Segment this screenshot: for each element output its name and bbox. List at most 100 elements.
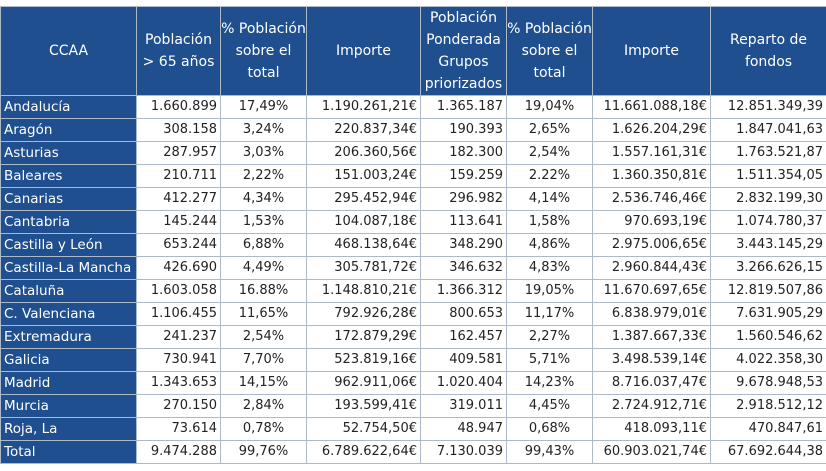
table-cell: 468.138,64€	[306, 233, 421, 257]
table-row: Baleares 210.711 2,22% 151.003,24€ 159.259 2.…	[0, 164, 826, 188]
table-row: Cantabria 145.244 1,53% 104.087,18€ 113.641 1…	[0, 210, 826, 234]
table-cell: 12.819.507,86	[710, 279, 826, 303]
table-cell: 2,54%	[220, 325, 307, 349]
table-cell: 2.975.006,65€	[592, 233, 711, 257]
table-cell: 970.693,19€	[592, 210, 711, 234]
table-cell: 14,23%	[506, 371, 593, 395]
table-cell: 2.536.746,46€	[592, 187, 711, 211]
table-cell: 11.661.088,18€	[592, 95, 711, 119]
total-row: Total 9.474.288 99,76% 6.789.622,64€ 7.130.0…	[0, 440, 826, 464]
table-cell: 4.022.358,30	[710, 348, 826, 372]
table-cell: 270.150	[136, 394, 221, 418]
table-cell: 48.947	[420, 417, 507, 441]
table-cell: 4,83%	[506, 256, 593, 280]
table-cell: 6,88%	[220, 233, 307, 257]
table-cell: 1.387.667,33€	[592, 325, 711, 349]
table-cell: 800.653	[420, 302, 507, 326]
table-cell: 1.360.350,81€	[592, 164, 711, 188]
table-cell: 412.277	[136, 187, 221, 211]
region-name: Roja, La	[0, 417, 137, 441]
table-cell: 3,03%	[220, 141, 307, 165]
table-cell: 104.087,18€	[306, 210, 421, 234]
region-name: Cantabria	[0, 210, 137, 234]
table-cell: 7.631.905,29	[710, 302, 826, 326]
region-name: Murcia	[0, 394, 137, 418]
table-cell: 305.781,72€	[306, 256, 421, 280]
table-cell: 1.190.261,21€	[306, 95, 421, 119]
table-cell: 60.903.021,74€	[592, 440, 711, 464]
table-cell: 1,53%	[220, 210, 307, 234]
table-cell: 1.603.058	[136, 279, 221, 303]
table-cell: 11,17%	[506, 302, 593, 326]
table-cell: 151.003,24€	[306, 164, 421, 188]
table-cell: 2,27%	[506, 325, 593, 349]
table-cell: 206.360,56€	[306, 141, 421, 165]
table-cell: 1.557.161,31€	[592, 141, 711, 165]
region-name: Total	[0, 440, 137, 464]
table-cell: 319.011	[420, 394, 507, 418]
table-cell: 1.511.354,05	[710, 164, 826, 188]
table-row: Madrid 1.343.653 14,15% 962.911,06€ 1.020.40…	[0, 371, 826, 395]
header-cell: Importe	[306, 6, 421, 96]
table-cell: 7.130.039	[420, 440, 507, 464]
header-cell: % Población sobre el total	[220, 6, 307, 96]
header-cell: % Población sobre el total	[506, 6, 593, 96]
table-row: Galicia 730.941 7,70% 523.819,16€ 409.581 5,7…	[0, 348, 826, 372]
table-cell: 653.244	[136, 233, 221, 257]
region-name: Cataluña	[0, 279, 137, 303]
table-cell: 190.393	[420, 118, 507, 142]
region-name: Aragón	[0, 118, 137, 142]
table-cell: 67.692.644,38	[710, 440, 826, 464]
table-cell: 295.452,94€	[306, 187, 421, 211]
table-cell: 6.789.622,64€	[306, 440, 421, 464]
table-cell: 1.106.455	[136, 302, 221, 326]
table-cell: 12.851.349,39	[710, 95, 826, 119]
region-name: Extremadura	[0, 325, 137, 349]
table-cell: 182.300	[420, 141, 507, 165]
table-cell: 308.158	[136, 118, 221, 142]
table-cell: 5,71%	[506, 348, 593, 372]
table-cell: 346.632	[420, 256, 507, 280]
table-cell: 3,24%	[220, 118, 307, 142]
table-cell: 17,49%	[220, 95, 307, 119]
table-cell: 2,54%	[506, 141, 593, 165]
table-row: Castilla y León 653.244 6,88% 468.138,64€ 34…	[0, 233, 826, 257]
table-cell: 145.244	[136, 210, 221, 234]
table-cell: 0,78%	[220, 417, 307, 441]
table-cell: 792.926,28€	[306, 302, 421, 326]
table-cell: 8.716.037,47€	[592, 371, 711, 395]
table-row: C. Valenciana 1.106.455 11,65% 792.926,28€ 8…	[0, 302, 826, 326]
table-cell: 210.711	[136, 164, 221, 188]
region-name: Andalucía	[0, 95, 137, 119]
table-cell: 470.847,61	[710, 417, 826, 441]
table-cell: 2,65%	[506, 118, 593, 142]
table-cell: 0,68%	[506, 417, 593, 441]
table-cell: 287.957	[136, 141, 221, 165]
table-cell: 162.457	[420, 325, 507, 349]
table-cell: 14,15%	[220, 371, 307, 395]
table-row: Extremadura 241.237 2,54% 172.879,29€ 162.45…	[0, 325, 826, 349]
table-cell: 2,84%	[220, 394, 307, 418]
table-row: Andalucía 1.660.899 17,49% 1.190.261,21€ 1.3…	[0, 95, 826, 119]
table-row: Roja, La 73.614 0,78% 52.754,50€ 48.947 0,68%…	[0, 417, 826, 441]
header-cell: Importe	[592, 6, 711, 96]
table-cell: 296.982	[420, 187, 507, 211]
table-cell: 3.443.145,29	[710, 233, 826, 257]
table-cell: 2.832.199,30	[710, 187, 826, 211]
table-cell: 1.626.204,29€	[592, 118, 711, 142]
table-cell: 1.366.312	[420, 279, 507, 303]
table-cell: 1.020.404	[420, 371, 507, 395]
table-cell: 193.599,41€	[306, 394, 421, 418]
region-name: Madrid	[0, 371, 137, 395]
table-cell: 16.88%	[220, 279, 307, 303]
table-cell: 1.847.041,63	[710, 118, 826, 142]
table-cell: 523.819,16€	[306, 348, 421, 372]
table-row: Murcia 270.150 2,84% 193.599,41€ 319.011 4,45…	[0, 394, 826, 418]
table-cell: 4,45%	[506, 394, 593, 418]
region-name: Canarias	[0, 187, 137, 211]
table-cell: 3.266.626,15	[710, 256, 826, 280]
table-cell: 6.838.979,01€	[592, 302, 711, 326]
table-cell: 241.237	[136, 325, 221, 349]
table-cell: 1.560.546,62	[710, 325, 826, 349]
region-name: Castilla y León	[0, 233, 137, 257]
